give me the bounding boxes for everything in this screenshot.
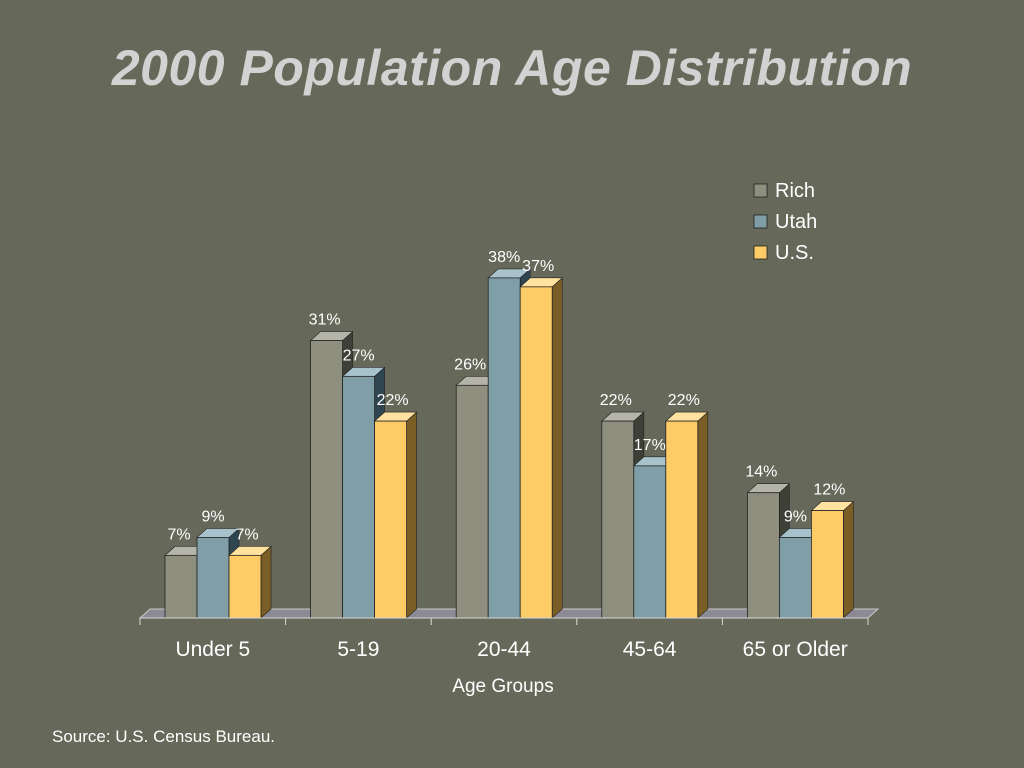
x-axis-title: Age Groups bbox=[452, 676, 553, 697]
source-note: Source: U.S. Census Bureau. bbox=[52, 727, 276, 746]
bar-u-s-20-44 bbox=[519, 277, 563, 619]
chart-title: 2000 Population Age Distribution bbox=[111, 40, 913, 96]
data-label-utah-5-19: 27% bbox=[343, 347, 375, 364]
bar-front bbox=[342, 375, 376, 619]
data-label-rich-under-5: 7% bbox=[167, 526, 190, 543]
data-label-utah-under-5: 9% bbox=[201, 508, 224, 525]
data-label-utah-45-64: 17% bbox=[634, 437, 666, 454]
legend-swatch-utah bbox=[753, 214, 768, 229]
bar-front bbox=[310, 340, 344, 619]
data-label-rich-20-44: 26% bbox=[454, 356, 486, 373]
bar-u-s-5-19 bbox=[373, 411, 418, 619]
bar-front bbox=[196, 537, 230, 619]
legend-label-rich: Rich bbox=[775, 180, 815, 202]
bar-front bbox=[747, 492, 780, 619]
bar-front bbox=[487, 277, 521, 619]
x-tick-label-20-44: 20-44 bbox=[477, 638, 531, 661]
x-tick-label-under-5: Under 5 bbox=[175, 638, 250, 661]
bar-side bbox=[406, 411, 417, 619]
data-label-u-s-65-or-older: 12% bbox=[813, 482, 845, 499]
bar-front bbox=[455, 384, 489, 619]
bar-front bbox=[228, 554, 262, 619]
bar-front bbox=[519, 286, 553, 619]
bar-u-s-65-or-older bbox=[810, 500, 855, 619]
bar-side bbox=[260, 545, 272, 619]
bar-u-s-under-5 bbox=[228, 545, 272, 619]
data-label-u-s-5-19: 22% bbox=[377, 392, 409, 409]
bar-side bbox=[843, 500, 854, 619]
bar-front bbox=[164, 554, 198, 619]
bar-side bbox=[697, 411, 709, 619]
legend-label-u-s: U.S. bbox=[775, 242, 814, 264]
legend-label-utah: Utah bbox=[775, 211, 817, 233]
data-label-rich-5-19: 31% bbox=[309, 312, 341, 329]
x-tick-label-45-64: 45-64 bbox=[623, 638, 677, 661]
bar-front bbox=[665, 420, 699, 619]
data-label-utah-65-or-older: 9% bbox=[784, 508, 807, 525]
bar-side bbox=[551, 277, 563, 619]
data-label-u-s-under-5: 7% bbox=[235, 526, 258, 543]
legend-swatch-u-s bbox=[753, 245, 768, 260]
data-label-u-s-45-64: 22% bbox=[668, 392, 700, 409]
bar-front bbox=[811, 510, 844, 619]
x-tick-label-65-or-older: 65 or Older bbox=[743, 638, 848, 661]
legend-swatch-rich bbox=[753, 183, 768, 198]
data-label-utah-20-44: 38% bbox=[488, 249, 520, 266]
bar-front bbox=[601, 420, 635, 619]
bar-u-s-45-64 bbox=[665, 411, 709, 619]
data-label-rich-65-or-older: 14% bbox=[745, 464, 777, 481]
x-tick-label-5-19: 5-19 bbox=[337, 638, 379, 661]
data-label-rich-45-64: 22% bbox=[600, 392, 632, 409]
bar-front bbox=[779, 537, 812, 619]
data-label-u-s-20-44: 37% bbox=[522, 258, 554, 275]
bar-front bbox=[374, 420, 408, 619]
bar-front bbox=[633, 465, 667, 619]
